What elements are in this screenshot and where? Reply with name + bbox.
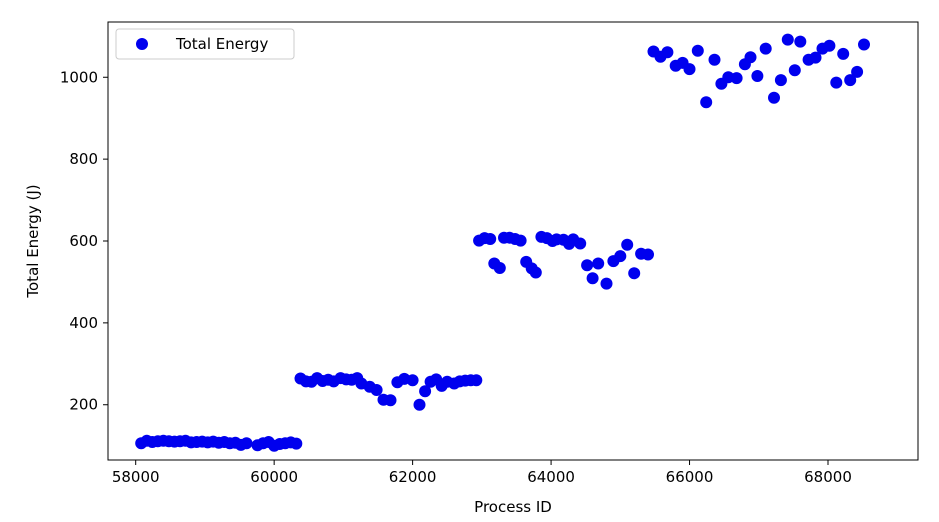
data-point (830, 76, 843, 89)
data-point (514, 234, 527, 247)
data-point (484, 233, 497, 245)
data-point (493, 262, 506, 274)
data-point (683, 63, 696, 76)
y-axis: 200 400 600 800 1000 (60, 68, 108, 414)
data-point (794, 35, 807, 48)
data-point (470, 374, 483, 387)
y-axis-label: Total Energy (J) (24, 184, 42, 298)
data-point (621, 238, 634, 251)
data-point (529, 266, 542, 279)
data-point (642, 248, 654, 261)
data-point (574, 237, 587, 250)
data-points (135, 33, 870, 452)
data-point (700, 96, 713, 109)
data-point (858, 38, 870, 51)
data-point (413, 398, 426, 411)
x-tick-label: 68000 (804, 468, 852, 486)
data-point (600, 277, 613, 290)
data-point (774, 74, 787, 87)
data-point (586, 272, 599, 285)
data-point (768, 91, 780, 104)
data-point (406, 374, 419, 387)
data-point (781, 33, 794, 46)
data-point (384, 394, 397, 407)
data-point (744, 51, 757, 64)
data-point (370, 384, 383, 396)
y-tick-label: 400 (69, 314, 98, 332)
data-point (419, 385, 432, 398)
legend-box (115, 28, 295, 60)
x-tick-label: 60000 (250, 468, 298, 486)
y-tick-label: 600 (69, 232, 98, 250)
data-point (730, 72, 743, 85)
data-point (592, 257, 605, 270)
data-point (788, 64, 801, 77)
data-point (809, 51, 822, 64)
x-axis: 58000 60000 62000 64000 66000 68000 (112, 460, 852, 486)
data-point (628, 267, 641, 280)
data-point (614, 250, 627, 263)
data-point (759, 42, 772, 55)
y-tick-label: 200 (69, 396, 98, 414)
x-tick-label: 62000 (389, 468, 437, 486)
data-point (290, 437, 303, 450)
data-point (851, 65, 864, 78)
data-point (691, 44, 704, 57)
data-point (823, 39, 836, 52)
x-tick-label: 58000 (112, 468, 160, 486)
legend: Total Energy (115, 28, 295, 60)
data-point (661, 46, 674, 59)
data-point (240, 437, 253, 450)
x-tick-label: 66000 (666, 468, 714, 486)
y-tick-label: 800 (69, 150, 98, 168)
data-point (844, 74, 857, 87)
legend-marker (136, 38, 148, 50)
y-tick-label: 1000 (60, 68, 98, 86)
data-point (751, 70, 764, 82)
data-point (581, 259, 594, 272)
x-axis-label: Process ID (474, 498, 552, 516)
data-point (837, 47, 850, 60)
data-point (708, 53, 721, 66)
legend-label: Total Energy (175, 35, 268, 53)
x-tick-label: 64000 (527, 468, 575, 486)
